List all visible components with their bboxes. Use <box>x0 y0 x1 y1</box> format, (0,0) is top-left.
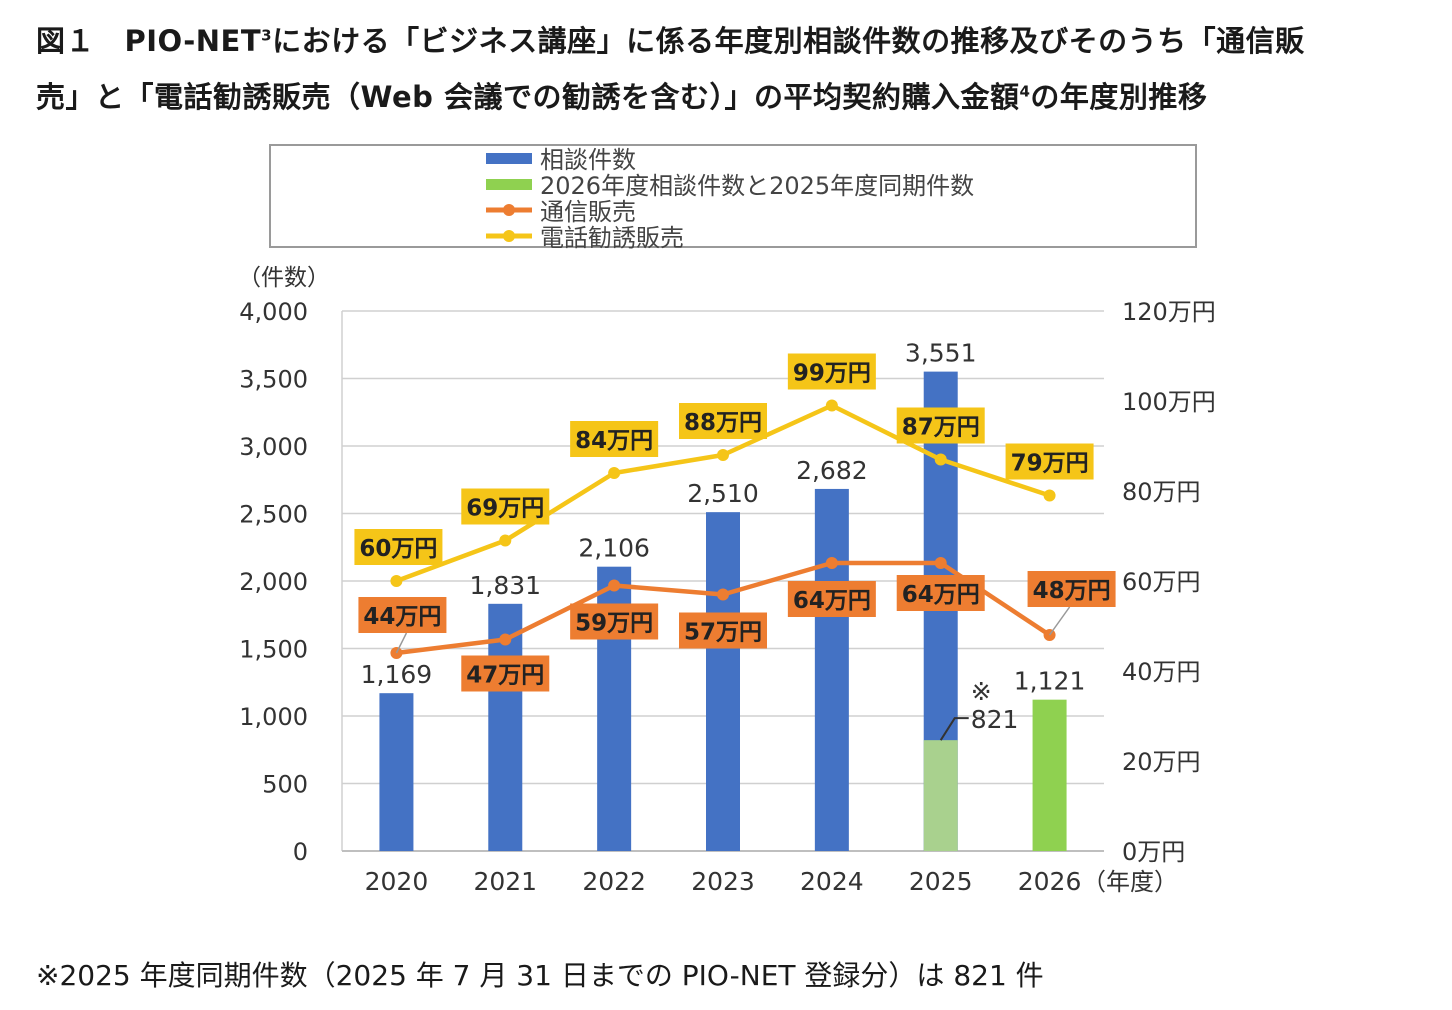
bar-value-label: 2,682 <box>796 456 868 485</box>
bar-consultations <box>379 693 414 851</box>
phone-sales-marker <box>499 534 512 547</box>
phone-sales-label-box <box>354 529 443 565</box>
mail-order-label-box <box>679 612 767 649</box>
chart-title-line-2: 売」と「電話勧誘販売（Web 会議での勧誘を含む）」の平均契約購入金額4の年度別… <box>36 80 1208 114</box>
x-tick-label: 2021 <box>473 867 537 896</box>
phone-sales-label: 60万円 <box>359 536 437 562</box>
mail-order-label-box <box>896 575 985 611</box>
y-left-tick-label: 2,500 <box>239 501 308 529</box>
y-right-tick-label: 100万円 <box>1122 388 1216 416</box>
phone-sales-label: 99万円 <box>793 361 871 387</box>
footnote: ※2025 年度同期件数（2025 年 7 月 31 日までの PIO-NET … <box>36 959 1044 992</box>
mail-order-label-box <box>787 581 876 617</box>
bar-consultations <box>814 488 849 851</box>
mail-order-marker <box>717 588 729 601</box>
y-left-tick-label: 1,500 <box>239 636 308 664</box>
mail-order-marker <box>499 633 512 646</box>
mail-order-marker <box>934 557 947 569</box>
y-left-axis-label: （件数） <box>238 265 330 291</box>
x-tick-label: 2023 <box>691 867 755 896</box>
y-right-tick-label: 40万円 <box>1122 658 1201 686</box>
y-right-tick-label: 60万円 <box>1122 568 1201 596</box>
bar-value-label: 2,106 <box>578 534 650 563</box>
mail-order-leader-line <box>395 632 408 654</box>
bar-value-label: 1,169 <box>361 660 433 689</box>
x-tick-label: 2026 <box>1018 867 1082 896</box>
phone-sales-marker <box>717 449 729 461</box>
mail-order-marker <box>825 557 838 569</box>
mail-order-label-box <box>1027 571 1116 607</box>
mail-order-label: 48万円 <box>1033 578 1111 604</box>
mail-order-label: 44万円 <box>363 604 441 630</box>
phone-sales-label: 69万円 <box>466 496 544 522</box>
x-tick-label: 2024 <box>800 867 864 896</box>
y-right-tick-label: 80万円 <box>1122 478 1201 506</box>
bar-value-label: 1,121 <box>1014 667 1086 696</box>
y-left-tick-label: 4,000 <box>239 298 308 326</box>
legend-label: 2026年度相談件数と2025年度同期件数 <box>540 172 974 200</box>
legend-marker <box>503 204 515 216</box>
phone-sales-label: 84万円 <box>575 428 653 454</box>
legend-swatch <box>486 179 532 190</box>
mail-order-leader-line <box>1048 606 1071 636</box>
legend-marker <box>503 230 515 242</box>
legend-label: 電話勧誘販売 <box>540 224 684 252</box>
y-left-tick-label: 1,000 <box>239 703 308 731</box>
mail-order-label: 64万円 <box>793 588 871 614</box>
phone-sales-label-box <box>787 353 876 390</box>
x-tick-label: 2020 <box>365 867 429 896</box>
phone-sales-label: 79万円 <box>1011 451 1089 477</box>
bar-consultations <box>706 512 740 851</box>
legend-box <box>269 144 1197 248</box>
bar-value-label: 3,551 <box>905 339 977 368</box>
legend-swatch <box>486 153 532 164</box>
mail-order-label: 59万円 <box>575 611 653 637</box>
phone-sales-label-box <box>1005 443 1094 480</box>
same-period-value-label: 821 <box>971 705 1019 734</box>
phone-sales-label: 88万円 <box>684 410 762 436</box>
mail-order-label: 57万円 <box>684 620 762 646</box>
y-right-tick-label: 0万円 <box>1122 838 1185 866</box>
phone-sales-label-box <box>570 421 659 457</box>
phone-sales-label-box <box>896 407 985 444</box>
x-tick-label: 2025 <box>909 867 973 896</box>
phone-sales-marker <box>608 467 621 479</box>
mail-order-label-box <box>461 655 550 692</box>
legend-label: 相談件数 <box>540 146 636 174</box>
bar-same-period <box>1032 699 1067 851</box>
x-tick-label: 2022 <box>582 867 646 896</box>
phone-sales-marker <box>825 399 838 412</box>
phone-sales-marker <box>934 453 947 466</box>
mail-order-label: 64万円 <box>902 582 980 608</box>
y-right-tick-label: 120万円 <box>1122 298 1216 326</box>
mail-order-label-box <box>358 597 447 633</box>
mail-order-label-box <box>570 603 659 640</box>
phone-sales-label: 87万円 <box>902 415 980 441</box>
chart-title-line-1: 図１ PIO-NET3における「ビジネス講座」に係る年度別相談件数の推移及びその… <box>36 24 1305 58</box>
same-period-note-mark: ※ <box>971 677 992 706</box>
bar-same-period <box>923 740 958 851</box>
y-left-tick-label: 0 <box>293 838 308 866</box>
phone-sales-marker <box>1043 489 1056 502</box>
bar-value-label: 1,831 <box>469 571 541 600</box>
phone-sales-label-box <box>461 488 550 525</box>
y-left-tick-label: 3,500 <box>239 366 308 394</box>
y-left-tick-label: 3,000 <box>239 433 308 461</box>
mail-order-marker <box>608 579 621 592</box>
mail-order-label: 47万円 <box>466 663 544 689</box>
x-axis-unit-label: （年度） <box>1082 868 1178 896</box>
phone-sales-marker <box>390 575 403 587</box>
bar-value-label: 2,510 <box>687 479 759 508</box>
same-period-leader-line <box>939 717 969 741</box>
legend-label: 通信販売 <box>540 198 636 226</box>
y-left-tick-label: 2,000 <box>239 568 308 596</box>
y-right-tick-label: 20万円 <box>1122 748 1201 776</box>
y-left-tick-label: 500 <box>262 771 308 799</box>
phone-sales-label-box <box>679 403 767 439</box>
